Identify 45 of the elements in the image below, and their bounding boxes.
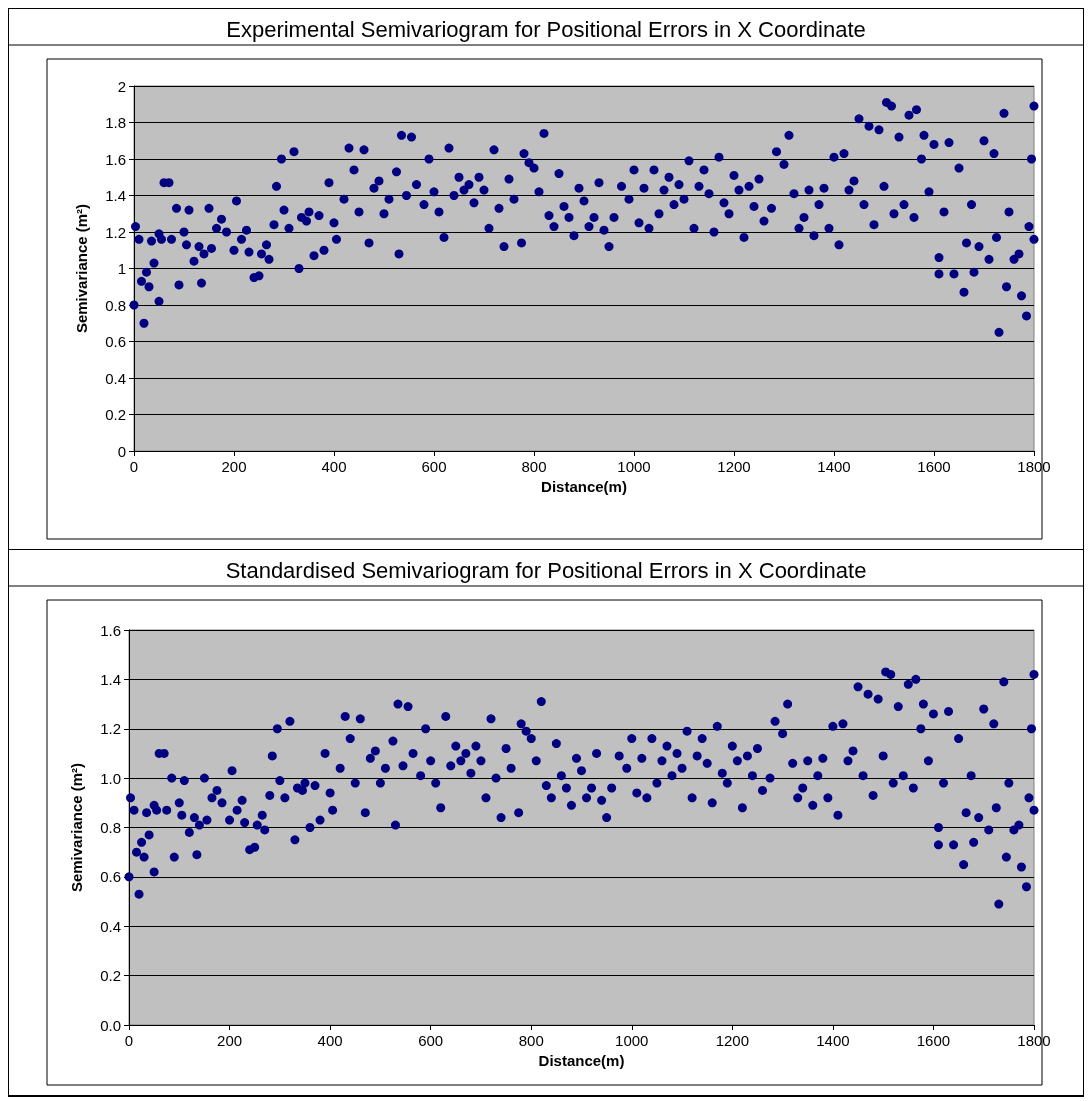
y-tick-label: 0.4 bbox=[100, 917, 121, 935]
x-tick-label: 800 bbox=[518, 1032, 544, 1049]
x-tick-label: 400 bbox=[317, 1032, 343, 1049]
x-tick-label: 800 bbox=[521, 458, 547, 475]
x-tick-label: 1600 bbox=[916, 1032, 951, 1049]
x-tick-label: 600 bbox=[421, 458, 447, 475]
x-tick-label: 0 bbox=[129, 458, 139, 475]
y-axis-title: Semivariance (m²) bbox=[73, 203, 90, 334]
x-tick-label: 1200 bbox=[715, 1032, 750, 1049]
chart-title: Experimental Semivariogram for Positional Errors in X Coordinate bbox=[226, 16, 866, 42]
x-tick-label: 1400 bbox=[817, 458, 851, 475]
x-tick-label: 200 bbox=[221, 458, 247, 475]
x-tick-label: 1000 bbox=[617, 458, 651, 475]
y-axis-title: Semivariance (m²) bbox=[68, 762, 85, 893]
y-tick-label: 1.6 bbox=[105, 150, 126, 168]
y-tick-label: 0.4 bbox=[105, 369, 126, 387]
x-axis-title: Distance(m) bbox=[538, 1051, 625, 1069]
y-tick-label: 0.8 bbox=[100, 819, 121, 836]
y-tick-label: 1.0 bbox=[100, 769, 121, 787]
x-tick-label: 1800 bbox=[1017, 458, 1051, 475]
y-tick-label: 1.4 bbox=[100, 670, 121, 688]
y-tick-label: 1.8 bbox=[105, 114, 126, 131]
x-tick-label: 400 bbox=[321, 458, 347, 475]
y-tick-label: 0 bbox=[117, 442, 126, 460]
chart-title: Standardised Semivariogram for Positional Errors in X Coordinate bbox=[225, 557, 867, 583]
y-tick-label: 0.2 bbox=[105, 406, 126, 423]
y-tick-label: 1 bbox=[117, 260, 126, 277]
x-tick-label: 1600 bbox=[917, 458, 951, 475]
y-tick-label: 0.6 bbox=[105, 333, 126, 350]
y-tick-label: 1.4 bbox=[105, 187, 126, 204]
x-axis-title: Distance(m) bbox=[541, 477, 627, 495]
y-tick-label: 0.2 bbox=[100, 967, 121, 985]
y-tick-label: 2 bbox=[117, 77, 126, 95]
y-tick-label: 0.8 bbox=[105, 296, 126, 314]
x-tick-label: 1200 bbox=[717, 458, 751, 475]
y-tick-label: 0.6 bbox=[100, 868, 121, 886]
x-tick-label: 1800 bbox=[1017, 1032, 1051, 1049]
y-tick-label: 1.2 bbox=[105, 223, 126, 241]
x-tick-label: 600 bbox=[418, 1032, 444, 1049]
y-tick-label: 1.2 bbox=[100, 720, 121, 738]
y-tick-label: 1.6 bbox=[100, 621, 121, 639]
x-tick-label: 200 bbox=[217, 1032, 243, 1049]
x-tick-label: 1400 bbox=[816, 1032, 850, 1049]
y-tick-label: 0.0 bbox=[100, 1016, 121, 1034]
x-tick-label: 1000 bbox=[615, 1032, 649, 1049]
